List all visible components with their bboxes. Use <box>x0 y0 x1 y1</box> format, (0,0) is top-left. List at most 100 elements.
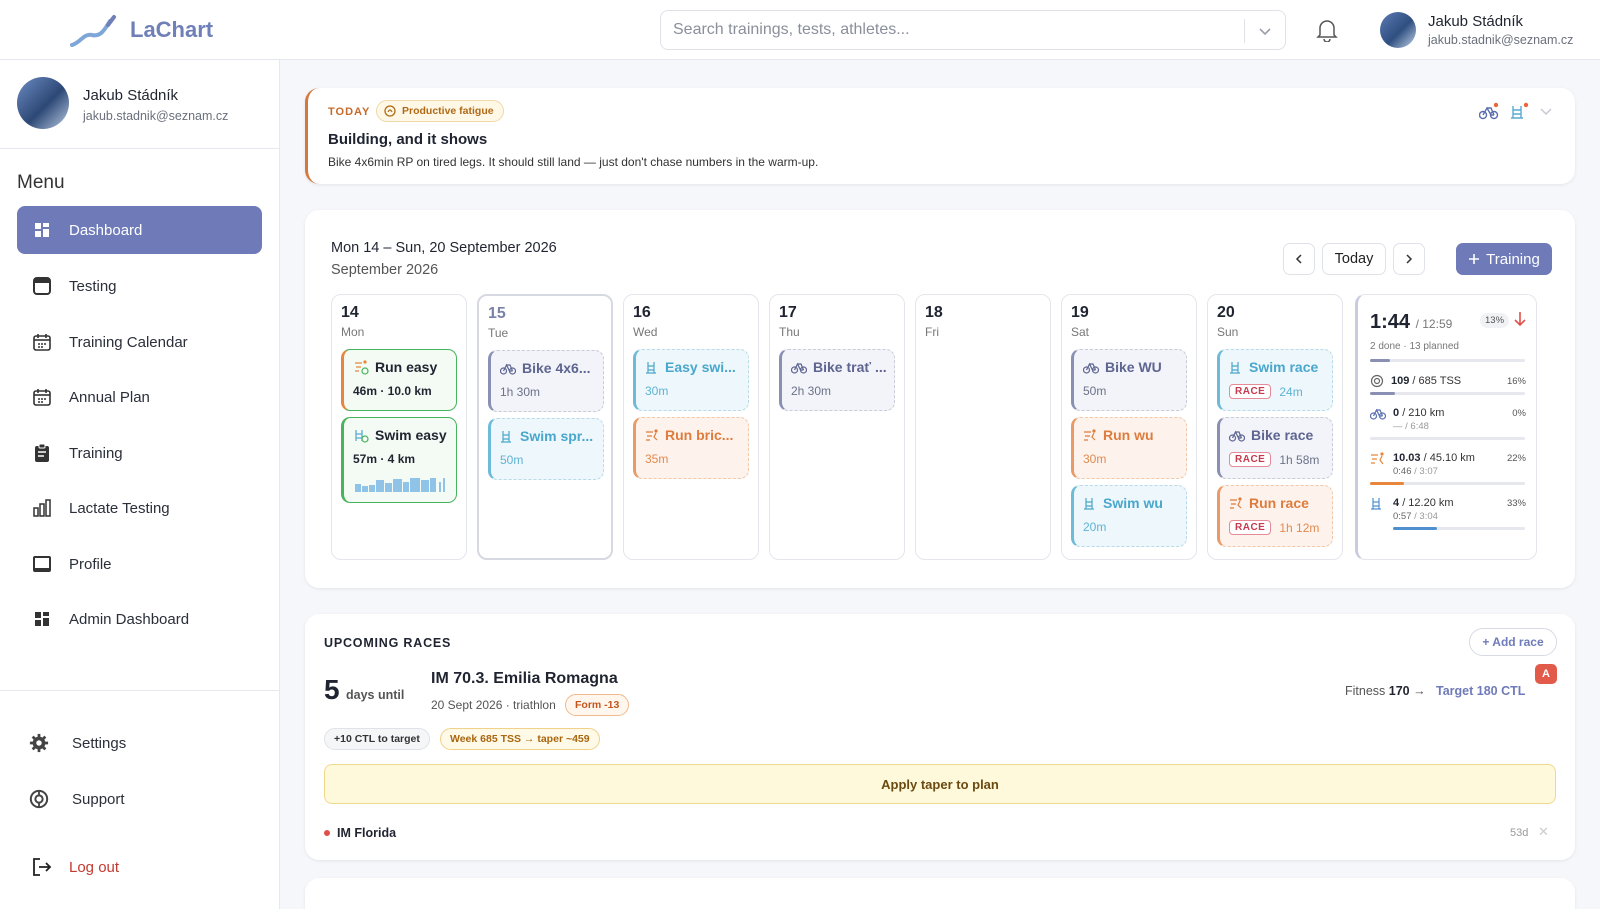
event-meta: 46m · 10.0 km <box>353 384 432 398</box>
bike-icon[interactable] <box>1479 102 1499 120</box>
sidebar-item-support[interactable]: Support <box>17 775 262 823</box>
training-event[interactable]: Swim easy 57m · 4 km <box>341 417 457 503</box>
next-week-button[interactable] <box>1393 243 1425 275</box>
swim-time-done: 0:57 <box>1393 511 1412 522</box>
sidebar-item-annual-plan[interactable]: Annual Plan <box>17 373 262 421</box>
arrow-down-icon[interactable] <box>1514 311 1526 327</box>
grid-icon <box>32 609 52 629</box>
time-done: 1:44 <box>1370 311 1411 333</box>
sidebar-item-dashboard[interactable]: Dashboard <box>17 206 262 254</box>
fitness-value: Fitness 170 → <box>1345 684 1426 698</box>
swim-icon[interactable] <box>1509 102 1529 120</box>
race-list-name: IM Florida <box>337 826 397 840</box>
priority-badge: A <box>1535 664 1557 684</box>
today-description: Bike 4x6min RP on tired legs. It should … <box>328 155 819 169</box>
sidebar-item-training-calendar[interactable]: Training Calendar <box>17 318 262 366</box>
day-name: Sun <box>1217 325 1239 339</box>
training-event[interactable]: Swim spr... 50m <box>488 418 604 480</box>
event-meta: 50m <box>1083 384 1107 398</box>
race-name[interactable]: IM 70.3. Emilia Romagna <box>431 670 618 687</box>
training-event[interactable]: Run bric... 35m <box>633 417 749 479</box>
sidebar-item-lactate-testing[interactable]: Lactate Testing <box>17 484 262 532</box>
search-input[interactable] <box>673 21 1233 39</box>
logout-label: Log out <box>69 858 120 876</box>
bar-chart-icon <box>32 498 52 518</box>
app-logo[interactable]: LaChart <box>70 10 213 50</box>
bike-time: — / 6:48 <box>1393 421 1429 432</box>
settings-label: Settings <box>72 734 127 752</box>
training-event[interactable]: Swim wu 20m <box>1071 485 1187 547</box>
sidebar-item-settings[interactable]: Settings <box>17 719 262 767</box>
logo-icon <box>70 15 116 47</box>
training-event[interactable]: Run wu 30m <box>1071 417 1187 479</box>
tss-summary: 109 / 685 TSS <box>1391 375 1461 387</box>
day-number: 18 <box>925 304 943 321</box>
run-summary: 10.03 / 45.10 km <box>1393 452 1475 464</box>
search-box[interactable] <box>660 10 1286 50</box>
day-name: Tue <box>488 326 509 340</box>
training-event[interactable]: Bike trať ... 2h 30m <box>779 349 895 411</box>
race-event[interactable]: Bike race RACE 1h 58m <box>1217 417 1333 479</box>
sidebar-user-email: jakub.stadnik@seznam.cz <box>83 109 229 123</box>
training-event[interactable]: Bike 4x6... 1h 30m <box>488 350 604 412</box>
run-percent: 22% <box>1506 453 1526 464</box>
user-info[interactable]: Jakub Stádník jakub.stadnik@seznam.cz <box>1428 13 1573 47</box>
bike-time-total: / 6:48 <box>1405 421 1429 432</box>
avatar[interactable] <box>1380 12 1416 48</box>
event-title: Run bric... <box>665 427 734 443</box>
logout-button[interactable]: Log out <box>17 843 262 891</box>
sidebar-item-testing[interactable]: Testing <box>17 262 262 310</box>
sidebar-item-admin-dashboard[interactable]: Admin Dashboard <box>17 595 262 643</box>
race-meta: 20 Sept 2026 · triathlon <box>431 698 556 712</box>
calendar-day[interactable]: 18 Fri <box>915 294 1051 560</box>
chevron-down-icon[interactable] <box>1257 23 1273 39</box>
chevron-left-icon <box>1295 254 1302 264</box>
event-title: Swim easy <box>375 427 447 443</box>
sidebar-item-label: Lactate Testing <box>69 499 170 517</box>
event-title: Swim race <box>1249 359 1319 375</box>
bike-value: 0 <box>1393 407 1400 419</box>
today-card: TODAY Productive fatigue Building, and i… <box>305 88 1575 184</box>
progress-fill <box>1370 482 1405 485</box>
sidebar-avatar[interactable] <box>17 77 69 129</box>
training-event[interactable]: Easy swi... 30m <box>633 349 749 411</box>
calendar-day[interactable]: 16 Wed Easy swi... 30m Run bric... 35m <box>623 294 759 560</box>
day-name: Sat <box>1071 325 1090 339</box>
calendar-month: September 2026 <box>331 262 439 278</box>
training-event[interactable]: Bike WU 50m <box>1071 349 1187 411</box>
calendar-day[interactable]: 19 Sat Bike WU 50m Run wu 30m Swim wu 20… <box>1061 294 1197 560</box>
add-race-button[interactable]: + Add race <box>1469 628 1557 656</box>
training-event[interactable]: Run easy 46m · 10.0 km <box>341 349 457 411</box>
calendar-day-current[interactable]: 15 Tue Bike 4x6... 1h 30m Swim spr... 50… <box>477 294 613 560</box>
add-training-button[interactable]: Training <box>1456 243 1552 275</box>
prev-week-button[interactable] <box>1283 243 1315 275</box>
sidebar-item-profile[interactable]: Profile <box>17 540 262 588</box>
event-meta: 2h 30m <box>791 384 832 398</box>
race-event[interactable]: Run race RACE 1h 12m <box>1217 485 1333 547</box>
day-number: 16 <box>633 304 651 321</box>
run-icon <box>1230 497 1242 509</box>
calendar-day[interactable]: 17 Thu Bike trať ... 2h 30m <box>769 294 905 560</box>
today-button[interactable]: Today <box>1322 243 1386 275</box>
profile-icon <box>32 554 52 574</box>
close-icon[interactable]: ✕ <box>1538 824 1549 839</box>
sidebar-item-training[interactable]: Training <box>17 429 262 477</box>
sidebar-item-label: Training Calendar <box>69 333 188 351</box>
calendar-day[interactable]: 20 Sun Swim race RACE 24m Bike race RACE 1… <box>1207 294 1343 560</box>
progress-fill <box>1370 359 1391 362</box>
run-icon <box>1084 429 1096 441</box>
run-time-done: 0:46 <box>1393 466 1412 477</box>
run-icon <box>1371 452 1384 465</box>
form-badge: Form -13 <box>565 694 630 716</box>
bell-icon[interactable] <box>1316 18 1338 42</box>
apply-taper-button[interactable]: Apply taper to plan <box>324 764 1556 804</box>
race-list-item[interactable]: IM Florida <box>324 826 396 840</box>
swim-icon <box>1230 362 1240 374</box>
summary-counts: 2 done · 13 planned <box>1370 341 1459 352</box>
swim-icon <box>501 431 511 443</box>
today-label: TODAY <box>328 106 371 118</box>
bike-summary: 0 / 210 km <box>1393 407 1444 419</box>
race-event[interactable]: Swim race RACE 24m <box>1217 349 1333 411</box>
chevron-down-icon[interactable] <box>1539 104 1553 118</box>
calendar-day[interactable]: 14 Mon Run easy 46m · 10.0 km Swim easy … <box>331 294 467 560</box>
